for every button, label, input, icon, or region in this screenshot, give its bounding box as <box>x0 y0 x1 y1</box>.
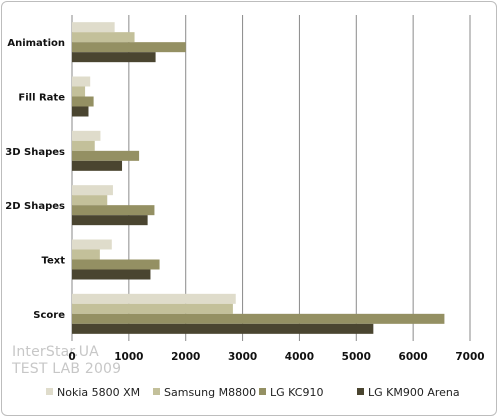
bar-text-nokia-5800-xm <box>72 239 112 250</box>
bar-3d-shapes-lg-km900-arena <box>72 160 123 171</box>
category-label-text: Text <box>41 256 65 267</box>
legend-swatch-3 <box>259 388 266 395</box>
x-tick-label-5000: 5000 <box>342 351 371 363</box>
bar-score-samsung-m8800 <box>72 303 233 314</box>
category-label-score: Score <box>33 310 65 321</box>
bar-animation-lg-km900-arena <box>72 52 156 63</box>
bar-score-nokia-5800-xm <box>72 293 236 304</box>
category-label-3d-shapes: 3D Shapes <box>5 147 65 158</box>
bar-animation-samsung-m8800 <box>72 32 135 43</box>
legend-swatch-1 <box>46 388 53 395</box>
bar-score-lg-kc910 <box>72 313 445 324</box>
watermark-line-1: InterStar.UA <box>12 344 99 360</box>
legend-label-1: Nokia 5800 XM <box>57 386 140 399</box>
bar-3d-shapes-samsung-m8800 <box>72 140 95 151</box>
bar-3d-shapes-nokia-5800-xm <box>72 130 101 141</box>
bar-2d-shapes-lg-kc910 <box>72 205 155 216</box>
x-tick-label-6000: 6000 <box>399 351 428 363</box>
bar-fill-rate-lg-km900-arena <box>72 106 89 117</box>
bar-text-samsung-m8800 <box>72 249 100 260</box>
watermark-line-2: TEST LAB 2009 <box>12 361 122 377</box>
bar-fill-rate-lg-kc910 <box>72 96 94 107</box>
x-tick-label-1000: 1000 <box>114 351 143 363</box>
x-tick-label-2000: 2000 <box>171 351 200 363</box>
category-label-fill-rate: Fill Rate <box>18 93 65 104</box>
legend-swatch-4 <box>357 388 364 395</box>
bar-2d-shapes-nokia-5800-xm <box>72 185 113 196</box>
bar-2d-shapes-samsung-m8800 <box>72 195 108 206</box>
x-tick-label-3000: 3000 <box>228 351 257 363</box>
bar-animation-nokia-5800-xm <box>72 22 115 33</box>
bar-text-lg-kc910 <box>72 259 160 270</box>
bar-fill-rate-nokia-5800-xm <box>72 76 91 87</box>
x-tick-label-7000: 7000 <box>455 351 484 363</box>
bar-fill-rate-samsung-m8800 <box>72 86 86 97</box>
bar-animation-lg-kc910 <box>72 42 186 53</box>
category-label-animation: Animation <box>7 38 65 49</box>
bar-score-lg-km900-arena <box>72 323 374 334</box>
bar-3d-shapes-lg-kc910 <box>72 150 140 161</box>
legend-label-2: Samsung M8800 <box>164 386 256 399</box>
bar-2d-shapes-lg-km900-arena <box>72 215 148 226</box>
legend-swatch-2 <box>153 388 160 395</box>
bar-text-lg-km900-arena <box>72 269 151 280</box>
x-tick-label-0: 0 <box>68 351 75 363</box>
x-tick-label-4000: 4000 <box>285 351 314 363</box>
legend-label-3: LG KC910 <box>270 386 323 399</box>
legend-label-4: LG KM900 Arena <box>368 386 460 399</box>
watermark: InterStar.UA TEST LAB 2009 <box>12 344 121 378</box>
category-label-2d-shapes: 2D Shapes <box>5 201 65 212</box>
